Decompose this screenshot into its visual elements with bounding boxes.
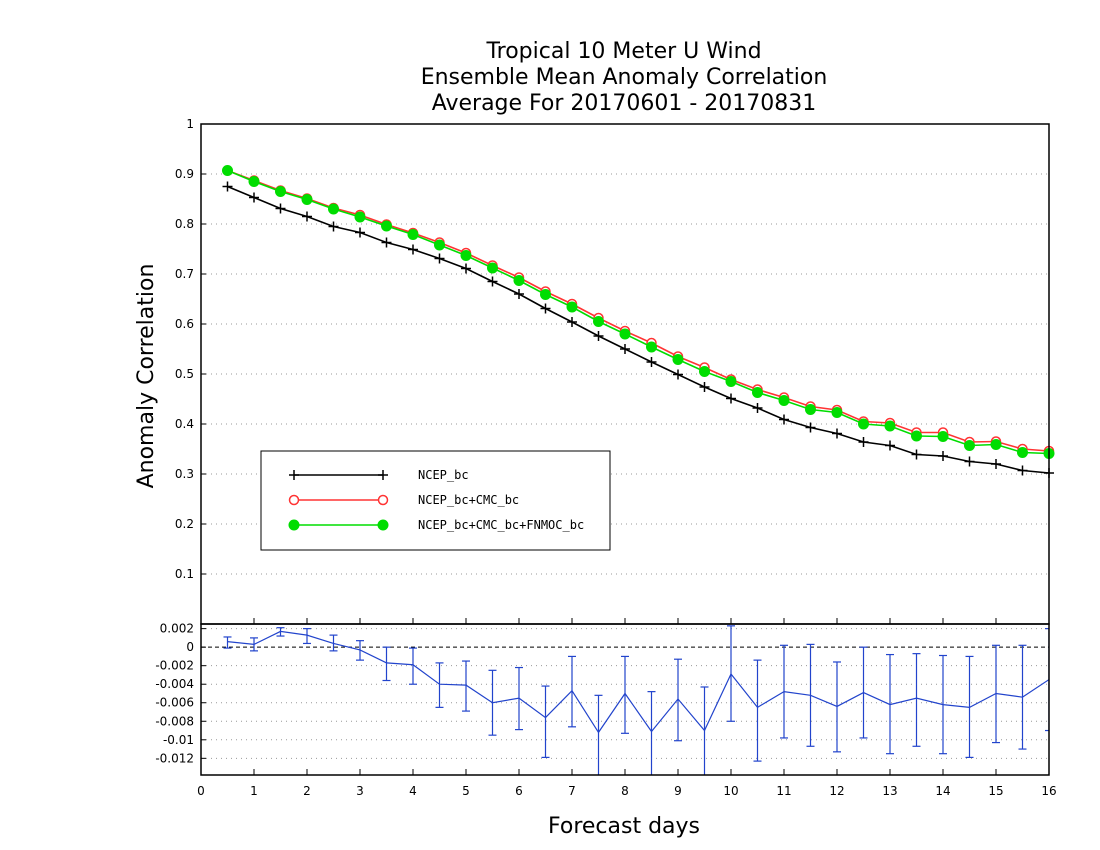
data-point: [593, 316, 604, 327]
x-tick-label: 13: [882, 784, 897, 798]
x-tick-label: 15: [988, 784, 1003, 798]
data-point: [752, 387, 763, 398]
data-point: [619, 328, 631, 340]
x-tick-label: 6: [515, 784, 523, 798]
x-axis-ticks: 0 1 2 3 4 5 6 7 8 9 10 11 12 13 14 15 16: [197, 618, 1057, 798]
data-point: [964, 440, 975, 451]
title-line: Tropical 10 Meter U Wind: [485, 39, 761, 64]
y-tick-label: -0.012: [155, 751, 194, 765]
x-tick-label: 14: [935, 784, 950, 798]
data-point: [911, 430, 922, 442]
x-tick-label: 10: [723, 784, 738, 798]
data-point: [275, 186, 286, 197]
data-point: [858, 418, 869, 430]
x-tick-label: 11: [776, 784, 791, 798]
difference-marks: [223, 625, 1049, 775]
y-tick-label: 0.4: [175, 417, 194, 431]
top-series-lines: [222, 165, 1055, 478]
anomaly-correlation-panel: 0.10.20.30.40.50.60.70.80.91 NCEP_bcNCEP…: [175, 117, 1055, 625]
title-line: Ensemble Mean Anomaly Correlation: [421, 65, 828, 90]
x-tick-label: 0: [197, 784, 205, 798]
y-tick-label: 0.9: [175, 167, 194, 181]
y-tick-label: 0.2: [175, 517, 194, 531]
bottom-y-ticks: 0.002 0 -0.002 -0.004 -0.006 -0.008 -0.01 -0.01…: [155, 622, 206, 765]
y-tick-label: -0.008: [155, 714, 194, 728]
y-tick-label: 0: [186, 640, 194, 654]
x-tick-label: 16: [1041, 784, 1056, 798]
y-tick-label: -0.002: [155, 659, 194, 673]
legend-label: NCEP_bc+CMC_bc: [418, 493, 519, 507]
data-point: [699, 366, 710, 377]
data-point: [248, 176, 260, 187]
title-line: Average For 20170601 - 20170831: [432, 91, 817, 116]
data-point: [513, 275, 525, 286]
x-tick-label: 12: [829, 784, 844, 798]
legend: NCEP_bc NCEP_bc+CMC_bc NCEP_bc+CMC_bc+FNMO…: [260, 450, 611, 551]
y-tick-label: 0.5: [175, 367, 194, 381]
x-tick-label: 2: [303, 784, 311, 798]
series-2: [222, 165, 1055, 459]
y-tick-label: -0.006: [155, 696, 194, 710]
data-point: [377, 494, 389, 506]
x-tick-label: 8: [621, 784, 629, 798]
top-y-ticks: 0.1 0.2 0.3 0.4 0.5 0.6 0.7 0.8 0.9 1: [175, 117, 206, 581]
y-tick-label: -0.004: [155, 677, 194, 691]
data-point: [288, 519, 300, 531]
data-point: [222, 165, 233, 176]
data-point: [328, 203, 339, 215]
data-point: [540, 289, 551, 300]
y-tick-label: 0.002: [160, 622, 194, 636]
data-point: [407, 229, 419, 240]
data-point: [566, 301, 578, 313]
y-tick-label: 0.1: [175, 567, 194, 581]
data-point: [377, 519, 389, 531]
data-point: [381, 220, 392, 232]
data-point: [460, 250, 472, 261]
data-point: [725, 376, 737, 387]
data-point: [301, 194, 313, 205]
series-1: [222, 165, 1055, 457]
x-tick-label: 9: [674, 784, 682, 798]
series-0: [222, 181, 1054, 478]
y-tick-label: -0.01: [163, 733, 194, 747]
difference-panel: 0.002 0 -0.002 -0.004 -0.006 -0.008 -0.01 -0.01…: [155, 622, 1050, 776]
y-tick-label: 1: [186, 117, 194, 131]
data-point: [288, 494, 300, 506]
data-point: [646, 341, 657, 353]
difference-series: [223, 625, 1049, 775]
data-point: [831, 407, 843, 418]
data-point: [434, 239, 445, 251]
difference-line: [227, 630, 1049, 734]
legend-label: NCEP_bc+CMC_bc+FNMOC_bc: [418, 518, 584, 532]
data-point: [1017, 447, 1028, 458]
data-point: [672, 354, 684, 365]
series-line: [227, 169, 1050, 452]
x-tick-label: 7: [568, 784, 576, 798]
x-tick-label: 3: [356, 784, 364, 798]
x-tick-label: 5: [462, 784, 470, 798]
data-point: [990, 439, 1002, 450]
legend-label: NCEP_bc: [418, 468, 469, 482]
series-line: [227, 185, 1050, 474]
data-point: [354, 211, 366, 223]
data-point: [487, 262, 498, 274]
y-axis-label: Anomaly Correlation: [134, 264, 159, 489]
x-tick-label: 4: [409, 784, 417, 798]
data-point: [778, 395, 790, 406]
x-tick-label: 1: [250, 784, 258, 798]
y-tick-label: 0.8: [175, 217, 194, 231]
y-tick-label: 0.3: [175, 467, 194, 481]
y-tick-label: 0.6: [175, 317, 194, 331]
y-tick-label: 0.7: [175, 267, 194, 281]
data-point: [937, 431, 949, 442]
data-point: [884, 420, 896, 432]
x-axis-label: Forecast days: [548, 814, 700, 839]
data-point: [805, 404, 816, 415]
